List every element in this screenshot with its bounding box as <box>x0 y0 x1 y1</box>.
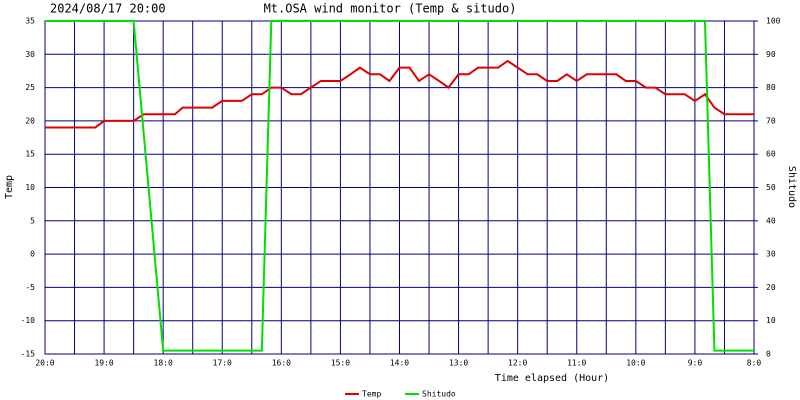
y2-tick-label: 0 <box>766 350 771 359</box>
y2-tick-label: 70 <box>766 116 776 125</box>
x-axis-label: Time elapsed (Hour) <box>495 373 609 384</box>
chart-title: Mt.OSA wind monitor (Temp & situdo) <box>264 2 517 16</box>
x-tick-label: 14:0 <box>390 359 409 368</box>
y2-tick-label: 30 <box>766 250 776 259</box>
y-tick-label: 20 <box>25 116 35 125</box>
x-tick-label: 12:0 <box>508 359 527 368</box>
timestamp: 2024/08/17 20:00 <box>50 2 166 16</box>
y2-tick-label: 10 <box>766 316 776 325</box>
x-tick-label: 20:0 <box>35 359 54 368</box>
x-tick-label: 19:0 <box>94 359 113 368</box>
y-tick-label: 10 <box>25 183 35 192</box>
y-tick-label: -5 <box>25 283 35 292</box>
y-tick-label: -10 <box>21 316 36 325</box>
y2-tick-label: 60 <box>766 150 776 159</box>
y-tick-label: 25 <box>25 83 35 92</box>
x-tick-label: 15:0 <box>331 359 350 368</box>
y2-axis-label: Shitudo <box>786 166 797 208</box>
x-tick-label: 13:0 <box>449 359 468 368</box>
legend-label: Temp <box>362 390 381 399</box>
y-tick-label: 15 <box>25 150 35 159</box>
legend-label: Shitudo <box>422 390 456 399</box>
x-tick-label: 16:0 <box>272 359 291 368</box>
y2-tick-label: 100 <box>766 17 781 26</box>
y2-tick-label: 90 <box>766 50 776 59</box>
series-line <box>45 59 754 129</box>
x-tick-label: 8:0 <box>747 359 762 368</box>
y-tick-label: -15 <box>21 350 36 359</box>
y-tick-label: 5 <box>30 216 35 225</box>
series-line <box>45 20 754 352</box>
x-tick-label: 10:0 <box>626 359 645 368</box>
x-tick-label: 18:0 <box>154 359 173 368</box>
y2-tick-label: 20 <box>766 283 776 292</box>
y-tick-label: 35 <box>25 17 35 26</box>
x-tick-label: 11:0 <box>567 359 586 368</box>
y-axis-label: Temp <box>4 175 15 199</box>
x-tick-label: 17:0 <box>213 359 232 368</box>
x-tick-label: 9:0 <box>688 359 703 368</box>
y2-tick-label: 50 <box>766 183 776 192</box>
y2-tick-label: 80 <box>766 83 776 92</box>
y-tick-label: 0 <box>30 250 35 259</box>
y-tick-label: 30 <box>25 50 35 59</box>
y2-tick-label: 40 <box>766 216 776 225</box>
